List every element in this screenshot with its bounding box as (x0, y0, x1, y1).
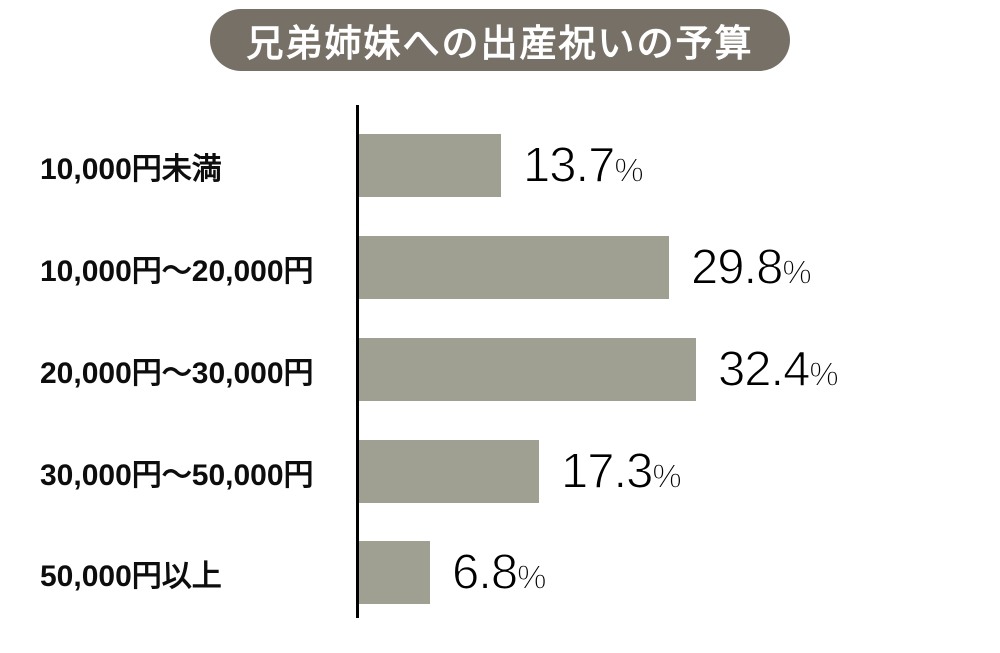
category-label: 30,000円〜50,000円 (40, 458, 314, 492)
bar-row: 50,000円以上 6.8% (0, 541, 1000, 604)
category-label: 10,000円未満 (40, 152, 222, 186)
bar-row: 20,000円〜30,000円 32.4% (0, 338, 1000, 401)
value-label: 17.3% (560, 444, 682, 498)
value-label: 6.8% (451, 545, 547, 599)
category-label: 50,000円以上 (40, 559, 222, 593)
percent-sign: % (517, 558, 547, 595)
bar (359, 541, 430, 604)
bar (359, 440, 539, 503)
value-number: 29.8 (690, 240, 783, 294)
value-number: 32.4 (717, 342, 810, 396)
bar (359, 134, 501, 197)
percent-sign: % (782, 253, 812, 290)
value-label: 13.7% (522, 138, 644, 192)
chart-title-badge: 兄弟姉妹への出産祝いの予算 (210, 9, 790, 71)
bar-row: 30,000円〜50,000円 17.3% (0, 440, 1000, 503)
percent-sign: % (614, 151, 644, 188)
category-label: 20,000円〜30,000円 (40, 356, 314, 390)
value-label: 32.4% (717, 342, 839, 396)
bar-row: 10,000円未満 13.7% (0, 134, 1000, 197)
value-number: 13.7 (522, 138, 615, 192)
bar (359, 338, 696, 401)
chart-title: 兄弟姉妹への出産祝いの予算 (246, 23, 754, 64)
bar (359, 236, 669, 299)
bar-row: 10,000円〜20,000円 29.8% (0, 236, 1000, 299)
value-number: 6.8 (451, 545, 518, 599)
y-axis-line (356, 105, 359, 618)
category-label: 10,000円〜20,000円 (40, 254, 314, 288)
percent-sign: % (809, 355, 839, 392)
value-label: 29.8% (690, 240, 812, 294)
percent-sign: % (652, 457, 682, 494)
value-number: 17.3 (560, 444, 653, 498)
